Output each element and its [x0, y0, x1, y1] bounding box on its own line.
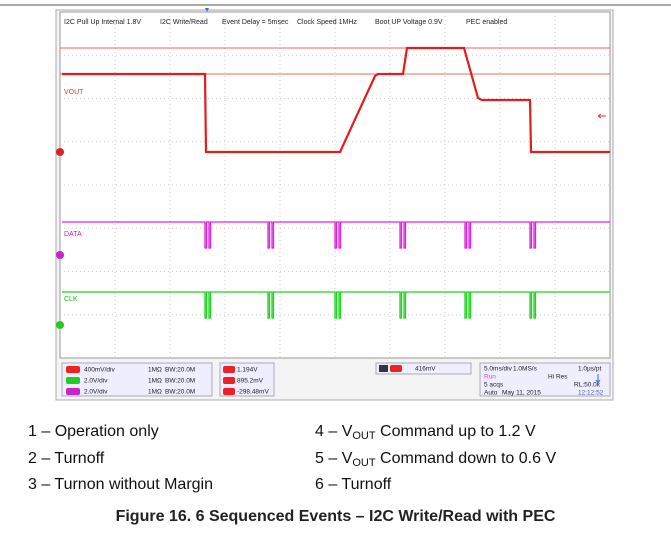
channel-bandwidth: BW:20.0M [165, 389, 195, 396]
legend-text: 5 – V [315, 450, 353, 467]
legend-text: Command down to 0.6 V [375, 450, 557, 467]
annotation: Event Delay = 5msec [222, 19, 289, 26]
data-trace [62, 221, 610, 249]
legend-text: 4 – V [315, 423, 353, 440]
annotation: Boot UP Voltage 0.9V [375, 19, 443, 26]
figure-caption: Figure 16. 6 Sequenced Events – I2C Writ… [115, 508, 556, 525]
channel-impedance: 1MΩ [148, 367, 162, 374]
annotation: PEC enabled [466, 19, 507, 26]
timebase-panel [479, 362, 611, 397]
timebase-field: 5 acqs [484, 382, 504, 389]
channel-marker [56, 321, 64, 329]
channel-badge [66, 388, 80, 395]
channel-impedance: 1MΩ [148, 378, 162, 385]
measurement: -298.48mV [237, 389, 269, 396]
timebase-field: Hi Res [548, 374, 568, 381]
channel-settings: 400mV/div 1MΩ BW:20.0M 2.0V/div 1MΩ BW:2… [84, 367, 195, 396]
trigger-badge [390, 365, 402, 372]
measurement: 1.194V [237, 367, 258, 374]
timebase-field: Run [484, 374, 496, 381]
timebase-field: 12:12:52 [578, 390, 604, 397]
trigger-panel [375, 362, 472, 375]
cursor-arrow [597, 113, 606, 119]
trace-label: CLK [64, 296, 78, 303]
legend-item: 4 – VOUT Command up to 1.2 V [315, 423, 536, 442]
legend-item: 5 – VOUT Command down to 0.6 V [315, 450, 556, 469]
channel-badge [66, 377, 80, 384]
vout-trace [62, 46, 610, 154]
measurement-badge [223, 377, 235, 384]
channel-scale: 2.0V/div [84, 389, 108, 396]
trigger-badge [379, 365, 388, 372]
channel-marker [56, 148, 64, 156]
timebase-field: RL:50.0k [574, 382, 601, 389]
timebase: 5.0ms/div 1.0MS/s 1.0µs/pt Run Hi Res 5 … [484, 366, 604, 397]
timebase-field: Auto [484, 390, 498, 397]
legend-subscript: OUT [352, 457, 376, 469]
clk-trace [62, 291, 610, 319]
timebase-field: 1.0MS/s [513, 366, 538, 373]
legend-text: Command up to 1.2 V [375, 423, 536, 440]
timebase-field: 5.0ms/div [484, 366, 513, 373]
legend-item: 2 – Turnoff [28, 450, 105, 467]
channel-scale: 2.0V/div [84, 378, 108, 385]
annotation: I2C Write/Read [160, 19, 208, 26]
legend-item: 3 – Turnon without Margin [28, 476, 213, 493]
legend-item: 6 – Turnoff [315, 476, 392, 493]
annotation: Clock Speed 1MHz [297, 19, 357, 26]
scope-screenshot: I2C Pull Up Internal 1.8V I2C Write/Read… [0, 4, 671, 401]
measurements: 1.194V 895.2mV -298.48mV [237, 367, 269, 396]
annotation: I2C Pull Up Internal 1.8V [64, 19, 141, 26]
channel-bandwidth: BW:20.0M [165, 378, 195, 385]
channel-panel [61, 362, 213, 397]
trace-labels: VOUT DATA CLK [64, 89, 84, 303]
legend-item: 1 – Operation only [28, 423, 159, 440]
channel-bandwidth: BW:20.0M [165, 367, 195, 374]
timebase-field: May 11, 2015 [502, 390, 541, 397]
trigger-marker [205, 8, 209, 12]
legend-subscript: OUT [352, 430, 376, 442]
trigger-level: 416mV [415, 366, 436, 373]
measurement: 895.2mV [237, 378, 264, 385]
measurement-badge [223, 388, 235, 395]
acquire-arrow [595, 374, 601, 384]
trace-label: DATA [64, 231, 82, 238]
trace-label: VOUT [64, 89, 84, 96]
channel-impedance: 1MΩ [148, 389, 162, 396]
annotations: I2C Pull Up Internal 1.8V I2C Write/Read… [64, 19, 507, 26]
channel-scale: 400mV/div [84, 367, 115, 374]
channel-marker [56, 251, 64, 259]
timebase-field: 1.0µs/pt [578, 366, 601, 373]
measurement-badge [223, 366, 235, 373]
channel-badge [66, 366, 80, 373]
